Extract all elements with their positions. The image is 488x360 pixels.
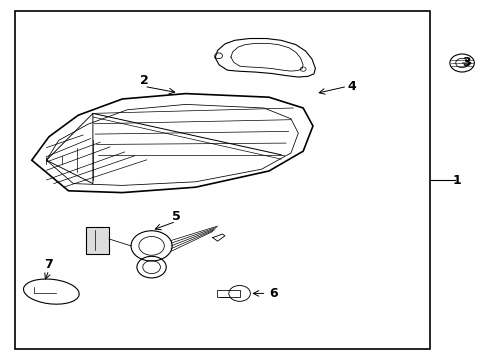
Bar	[85, 227, 109, 254]
Text: 1: 1	[452, 174, 461, 186]
Text: 6: 6	[269, 287, 278, 300]
Text: 2: 2	[140, 75, 148, 87]
Bar	[216, 290, 239, 297]
Text: 4: 4	[347, 80, 356, 93]
Text: 5: 5	[171, 210, 180, 222]
Text: 3: 3	[462, 57, 470, 69]
Bar	[15, 11, 429, 349]
Text: 7: 7	[44, 258, 53, 271]
